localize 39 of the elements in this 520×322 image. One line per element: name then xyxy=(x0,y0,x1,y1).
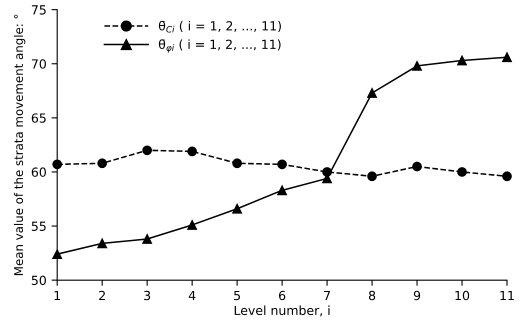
point xyxy=(142,234,152,244)
x-tick-label: 1 xyxy=(54,290,60,300)
y-tick-label: 50 xyxy=(32,276,46,286)
y-tick-label: 55 xyxy=(32,222,46,231)
point xyxy=(187,146,197,156)
x-tick-label: 2 xyxy=(99,290,105,300)
x-axis-title: Level number, i xyxy=(234,305,330,316)
x-tick-label: 4 xyxy=(188,290,196,300)
point xyxy=(412,61,422,71)
legend-label: θ̄$_{Ci}$ ( i = 1, 2, ..., 11) xyxy=(158,20,281,33)
x-tick-label: 5 xyxy=(234,290,240,300)
point xyxy=(187,220,197,230)
x-tick-label: 10 xyxy=(455,290,470,300)
point xyxy=(232,158,242,168)
x-tick-label: 9 xyxy=(414,290,420,300)
point xyxy=(367,171,377,182)
x-tick-label: 8 xyxy=(368,290,376,300)
point xyxy=(97,158,108,168)
x-tick-label: 11 xyxy=(500,290,514,300)
point xyxy=(457,167,467,177)
y-tick-label: 70 xyxy=(32,59,46,69)
point xyxy=(412,162,422,172)
y-tick-label: 60 xyxy=(32,167,46,177)
point xyxy=(232,204,242,214)
y-tick-label: 75 xyxy=(32,5,46,15)
point xyxy=(502,171,512,182)
point xyxy=(277,160,287,170)
y-axis-title: Mean value of the strata movement angle: ° xyxy=(14,14,26,276)
point xyxy=(277,185,287,196)
point xyxy=(97,238,108,248)
point xyxy=(142,145,152,156)
legend-label: θ̄$_{φi}$ ( i = 1, 2, ..., 11) xyxy=(158,39,281,53)
x-tick-label: 7 xyxy=(324,290,330,300)
x-tick-label: 6 xyxy=(278,290,286,300)
point xyxy=(502,52,512,62)
point xyxy=(457,56,467,66)
point xyxy=(367,88,377,98)
y-tick-label: 65 xyxy=(32,113,46,123)
x-tick-label: 3 xyxy=(144,290,150,300)
